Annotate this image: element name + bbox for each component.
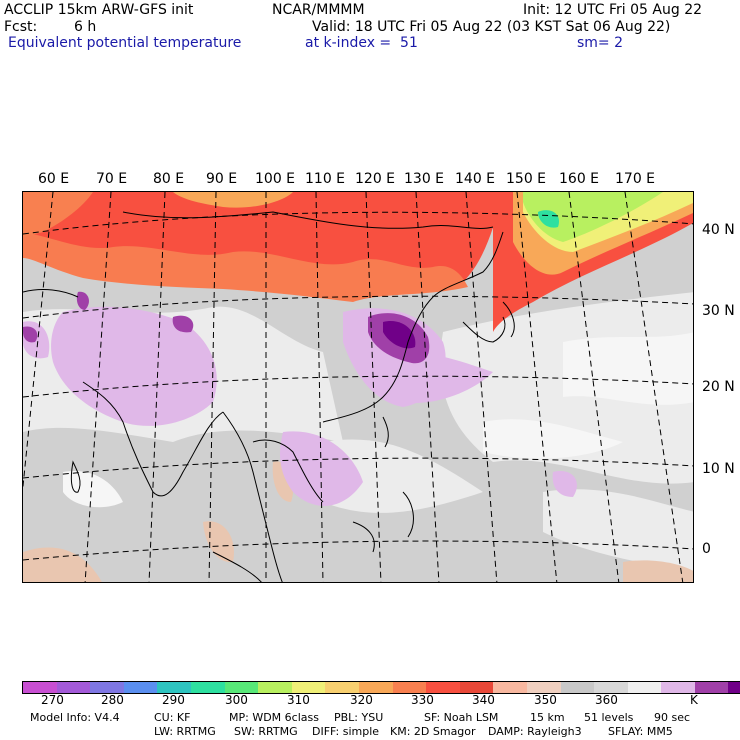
info-sflay: SFLAY: MM5 (608, 725, 673, 738)
info-mp: MP: WDM 6class (229, 711, 319, 724)
info-version: Model Info: V4.4 (30, 711, 120, 724)
lon-label-140e: 140 E (455, 171, 496, 187)
fcst-value: 6 h (74, 19, 97, 35)
colorbar-cell-16 (560, 682, 595, 693)
info-diff: DIFF: simple (312, 725, 380, 738)
valid-time: Valid: 18 UTC Fri 05 Aug 22 (03 KST Sat … (312, 19, 671, 35)
colorbar-label-340: 340 (472, 693, 495, 707)
colorbar-label-290: 290 (162, 693, 185, 707)
warm-belt (23, 192, 503, 302)
colorbar-cell-1 (56, 682, 91, 693)
colorbar-label-360: 360 (595, 693, 618, 707)
colorbar (22, 681, 740, 694)
fcst-label: Fcst: (4, 19, 38, 35)
lon-label-110e: 110 E (305, 171, 346, 187)
colorbar-cell-13 (459, 682, 494, 693)
colorbar-label-330: 330 (411, 693, 434, 707)
map-canvas (23, 192, 693, 582)
info-cu: CU: KF (154, 711, 191, 724)
colorbar-cell-12 (426, 682, 460, 693)
info-levels: 51 levels (584, 711, 634, 724)
lat-label-0: 0 (702, 541, 711, 557)
info-damp: DAMP: Rayleigh3 (488, 725, 582, 738)
colorbar-cell-2 (90, 682, 124, 693)
level-label: at k-index = 51 (305, 35, 418, 51)
colorbar-cell-21 (728, 682, 740, 693)
lat-label-20n: 20 N (702, 379, 735, 395)
lon-label-100e: 100 E (255, 171, 296, 187)
coastlines (23, 211, 515, 582)
tan-field-regions (23, 461, 693, 582)
model-title: ACCLIP 15km ARW-GFS init (4, 2, 194, 18)
info-sf: SF: Noah LSM (424, 711, 499, 724)
colorbar-cell-11 (392, 682, 427, 693)
info-lw: LW: RRTMG (154, 725, 216, 738)
colorbar-cell-5 (190, 682, 225, 693)
colorbar-cell-20 (694, 682, 729, 693)
white-field-regions (63, 332, 693, 508)
colorbar-label-300: 300 (225, 693, 248, 707)
colorbar-cell-10 (358, 682, 393, 693)
info-sw: SW: RRTMG (234, 725, 298, 738)
lon-label-150e: 150 E (506, 171, 547, 187)
lon-label-120e: 120 E (355, 171, 396, 187)
lon-label-90e: 90 E (206, 171, 238, 187)
theta-e-map (22, 191, 694, 583)
colorbar-label-270: 270 (41, 693, 64, 707)
colorbar-cell-19 (661, 682, 695, 693)
northeast-warm-tongue (493, 192, 693, 332)
colorbar-label-310: 310 (287, 693, 310, 707)
init-time: Init: 12 UTC Fri 05 Aug 22 (523, 2, 703, 18)
colorbar-label-320: 320 (350, 693, 373, 707)
smoothing-label: sm= 2 (577, 35, 624, 51)
lon-label-130e: 130 E (404, 171, 445, 187)
colorbar-cell-6 (224, 682, 259, 693)
field-name: Equivalent potential temperature (8, 35, 242, 51)
colorbar-cell-14 (493, 682, 527, 693)
colorbar-label-280: 280 (101, 693, 124, 707)
colorbar-cell-4 (157, 682, 191, 693)
colorbar-cell-7 (258, 682, 292, 693)
info-resolution: 15 km (530, 711, 565, 724)
graticule (23, 192, 693, 582)
colorbar-cell-15 (526, 682, 561, 693)
colorbar-cell-17 (594, 682, 628, 693)
colorbar-cell-8 (291, 682, 326, 693)
lat-label-10n: 10 N (702, 461, 735, 477)
colorbar-label-350: 350 (534, 693, 557, 707)
lat-label-40n: 40 N (702, 222, 735, 238)
colorbar-cell-0 (23, 682, 57, 693)
colorbar-cell-18 (627, 682, 662, 693)
info-km: KM: 2D Smagor (390, 725, 476, 738)
lon-label-80e: 80 E (153, 171, 185, 187)
org-label: NCAR/MMMM (272, 2, 365, 18)
colorbar-unit: K (690, 693, 698, 707)
colorbar-cell-3 (123, 682, 158, 693)
info-pbl: PBL: YSU (334, 711, 384, 724)
lon-label-160e: 160 E (559, 171, 600, 187)
info-timestep: 90 sec (654, 711, 691, 724)
lat-label-30n: 30 N (702, 303, 735, 319)
lon-label-170e: 170 E (615, 171, 656, 187)
lon-label-60e: 60 E (38, 171, 70, 187)
colorbar-cell-9 (325, 682, 359, 693)
lon-label-70e: 70 E (96, 171, 128, 187)
